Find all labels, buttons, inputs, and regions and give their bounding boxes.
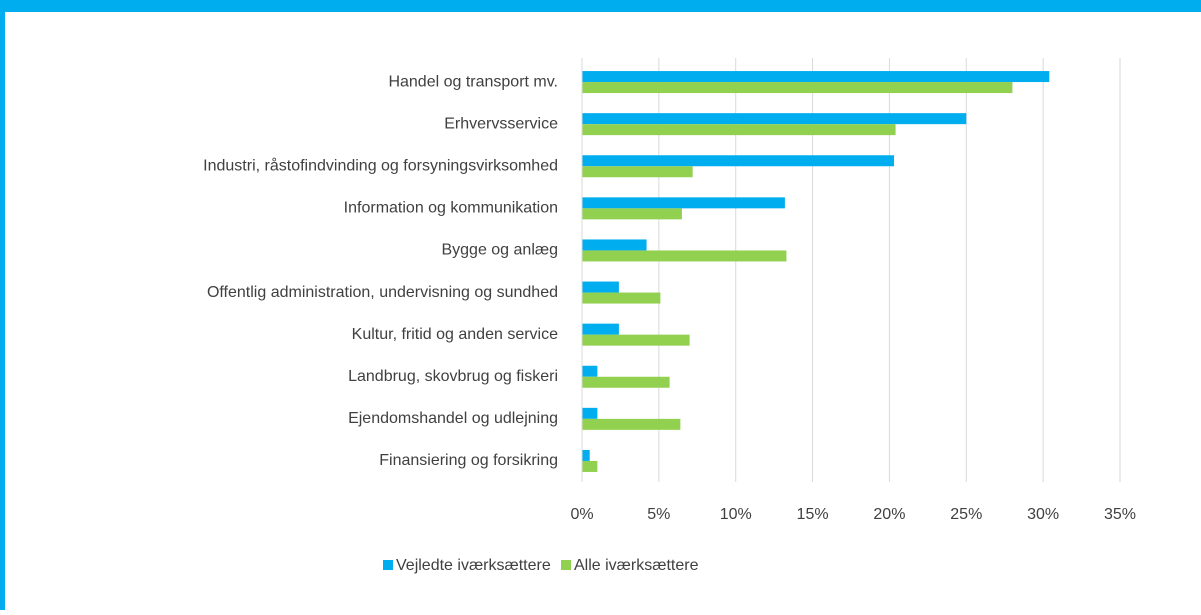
bar — [582, 460, 598, 472]
y-tick-label: Bygge og anlæg — [441, 242, 558, 259]
x-tick-label: 25% — [950, 506, 982, 523]
bar — [582, 281, 619, 293]
y-tick-label: Information og kommunikation — [344, 200, 558, 217]
bar — [582, 208, 682, 220]
bar — [582, 239, 647, 251]
bar — [582, 82, 1013, 94]
bar — [582, 250, 787, 262]
bar — [582, 292, 661, 304]
bar — [582, 71, 1050, 83]
x-tick-label: 5% — [647, 506, 670, 523]
bar — [582, 449, 590, 461]
legend-label: Alle iværksættere — [574, 557, 699, 574]
y-tick-label: Landbrug, skovbrug og fiskeri — [348, 368, 558, 385]
y-tick-label: Industri, råstofindvinding og forsynings… — [203, 156, 558, 174]
x-tick-label: 0% — [570, 506, 593, 523]
bar — [582, 113, 967, 125]
legend-swatch — [561, 560, 571, 570]
y-tick-label: Kultur, fritid og anden service — [352, 326, 558, 343]
y-tick-label: Ejendomshandel og udlejning — [348, 410, 558, 427]
x-tick-label: 20% — [873, 506, 905, 523]
x-tick-label: 30% — [1027, 506, 1059, 523]
bar — [582, 323, 619, 335]
bar — [582, 124, 896, 136]
y-tick-label: Erhvervsservice — [444, 115, 558, 132]
x-tick-label: 10% — [720, 506, 752, 523]
legend-swatch — [383, 560, 393, 570]
legend-label: Vejledte iværksættere — [396, 557, 551, 574]
bar — [582, 418, 681, 430]
bar — [582, 376, 670, 388]
bar — [582, 166, 693, 178]
x-tick-label: 35% — [1104, 506, 1136, 523]
bar — [582, 407, 598, 419]
y-tick-label: Offentlig administration, undervisning o… — [207, 284, 558, 301]
y-tick-label: Handel og transport mv. — [388, 73, 558, 90]
left-border — [0, 0, 5, 610]
header-band — [0, 0, 1201, 12]
x-tick-label: 15% — [797, 506, 829, 523]
bar — [582, 365, 598, 377]
bar — [582, 197, 785, 209]
bar — [582, 334, 690, 346]
bar — [582, 155, 895, 167]
y-tick-label: Finansiering og forsikring — [379, 452, 558, 469]
